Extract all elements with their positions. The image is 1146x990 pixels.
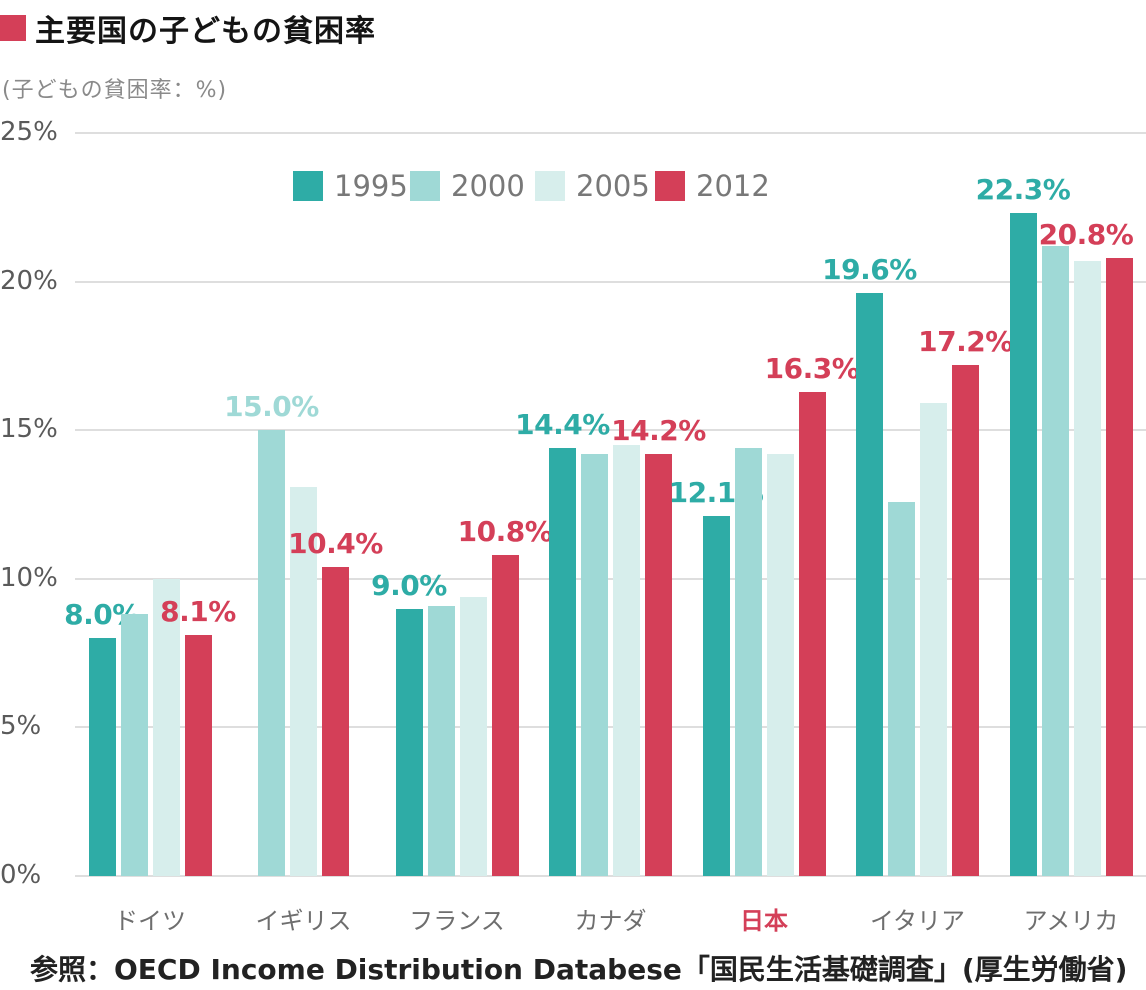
y-axis-unit-label: (子どもの貧困率：%) xyxy=(2,78,228,103)
gridline-20% xyxy=(75,280,1146,283)
bar-イタリア-1995 xyxy=(856,293,883,876)
bar-日本-2000 xyxy=(734,448,762,876)
legend-item-2000: 2000 xyxy=(410,169,525,203)
bar-フランス-1995 xyxy=(395,608,423,876)
x-axis-label-日本: 日本 xyxy=(740,907,788,935)
bar-value-label-アメリカ-1995: 22.3% xyxy=(975,173,1071,207)
bar-イギリス-2012 xyxy=(322,566,349,876)
source-citation: 参照：OECD Income Distribution Databese「国民生… xyxy=(30,953,1128,986)
gridline-25% xyxy=(75,132,1146,134)
gridline-5% xyxy=(75,726,1146,729)
bar-イタリア-2005 xyxy=(920,403,947,876)
y-axis-label-10%: 10% xyxy=(0,562,58,593)
bar-value-label-カナダ-2012: 14.2% xyxy=(611,413,706,447)
bar-カナダ-2012 xyxy=(645,453,672,876)
bar-日本-1995 xyxy=(702,516,730,876)
bar-アメリカ-2012 xyxy=(1105,257,1133,876)
legend-swatch-2005 xyxy=(535,171,565,201)
bar-value-label-イギリス-2000: 15.0% xyxy=(224,390,319,424)
bar-value-label-イギリス-2012: 10.4% xyxy=(288,526,383,560)
gridline-10% xyxy=(75,577,1146,580)
legend-swatch-1995 xyxy=(293,171,323,201)
y-axis-label-25%: 25% xyxy=(0,117,58,147)
y-axis-label-20%: 20% xyxy=(0,265,58,296)
x-axis-label-フランス: フランス xyxy=(409,907,505,935)
title-row: 主要国の子どもの貧困率 xyxy=(0,6,376,50)
page-title: 主要国の子どもの貧困率 xyxy=(35,14,376,49)
legend-label-2005: 2005 xyxy=(576,169,650,203)
bar-カナダ-2005 xyxy=(613,445,640,876)
bar-ドイツ-2000 xyxy=(120,614,148,876)
bar-イギリス-2005 xyxy=(290,486,317,876)
bar-value-label-カナダ-1995: 14.4% xyxy=(515,408,610,442)
legend-label-2000: 2000 xyxy=(451,169,525,203)
x-axis-label-イギリス: イギリス xyxy=(255,907,352,935)
y-axis-label-5%: 5% xyxy=(0,711,42,742)
x-axis-label-イタリア: イタリア xyxy=(869,907,966,935)
legend-item-2012: 2012 xyxy=(655,169,770,203)
legend-item-1995: 1995 xyxy=(293,169,408,203)
bar-イギリス-2000 xyxy=(258,430,285,876)
bar-フランス-2005 xyxy=(459,596,487,876)
bar-value-label-フランス-2012: 10.8% xyxy=(457,515,553,549)
x-axis-label-カナダ: カナダ xyxy=(574,907,647,935)
bar-value-label-イタリア-2012: 17.2% xyxy=(918,324,1013,358)
legend-swatch-2012 xyxy=(655,171,685,201)
bar-アメリカ-2000 xyxy=(1041,245,1069,876)
bar-フランス-2000 xyxy=(427,605,455,876)
bar-value-label-日本-2012: 16.3% xyxy=(764,351,860,385)
legend-label-1995: 1995 xyxy=(334,169,408,203)
bar-イタリア-2000 xyxy=(888,501,915,876)
x-axis-label-アメリカ: アメリカ xyxy=(1023,907,1119,935)
bar-アメリカ-1995 xyxy=(1009,213,1037,876)
bar-ドイツ-1995 xyxy=(88,638,116,876)
bar-ドイツ-2005 xyxy=(152,578,180,876)
bar-value-label-アメリカ-2012: 20.8% xyxy=(1038,217,1134,251)
bar-日本-2005 xyxy=(766,453,794,876)
bar-value-label-フランス-1995: 9.0% xyxy=(371,568,447,602)
x-axis-label-ドイツ: ドイツ xyxy=(114,907,186,935)
legend-label-2012: 2012 xyxy=(696,169,770,203)
bar-value-label-イタリア-1995: 19.6% xyxy=(822,253,917,287)
bar-日本-2012 xyxy=(798,391,826,876)
bar-value-label-ドイツ-2012: 8.1% xyxy=(160,595,236,629)
bar-イタリア-2012 xyxy=(952,364,979,876)
title-bullet-square-icon xyxy=(0,15,26,41)
bar-カナダ-2000 xyxy=(581,453,608,876)
legend-swatch-2000 xyxy=(410,171,440,201)
gridline-0% xyxy=(75,875,1146,877)
y-axis-label-15%: 15% xyxy=(0,414,58,445)
bar-カナダ-1995 xyxy=(549,448,576,876)
bar-アメリカ-2005 xyxy=(1073,260,1101,876)
bar-フランス-2012 xyxy=(491,555,519,876)
y-axis-label-0%: 0% xyxy=(0,860,42,890)
gridline-15% xyxy=(75,429,1146,432)
legend-item-2005: 2005 xyxy=(535,169,650,203)
bar-ドイツ-2012 xyxy=(184,635,212,876)
